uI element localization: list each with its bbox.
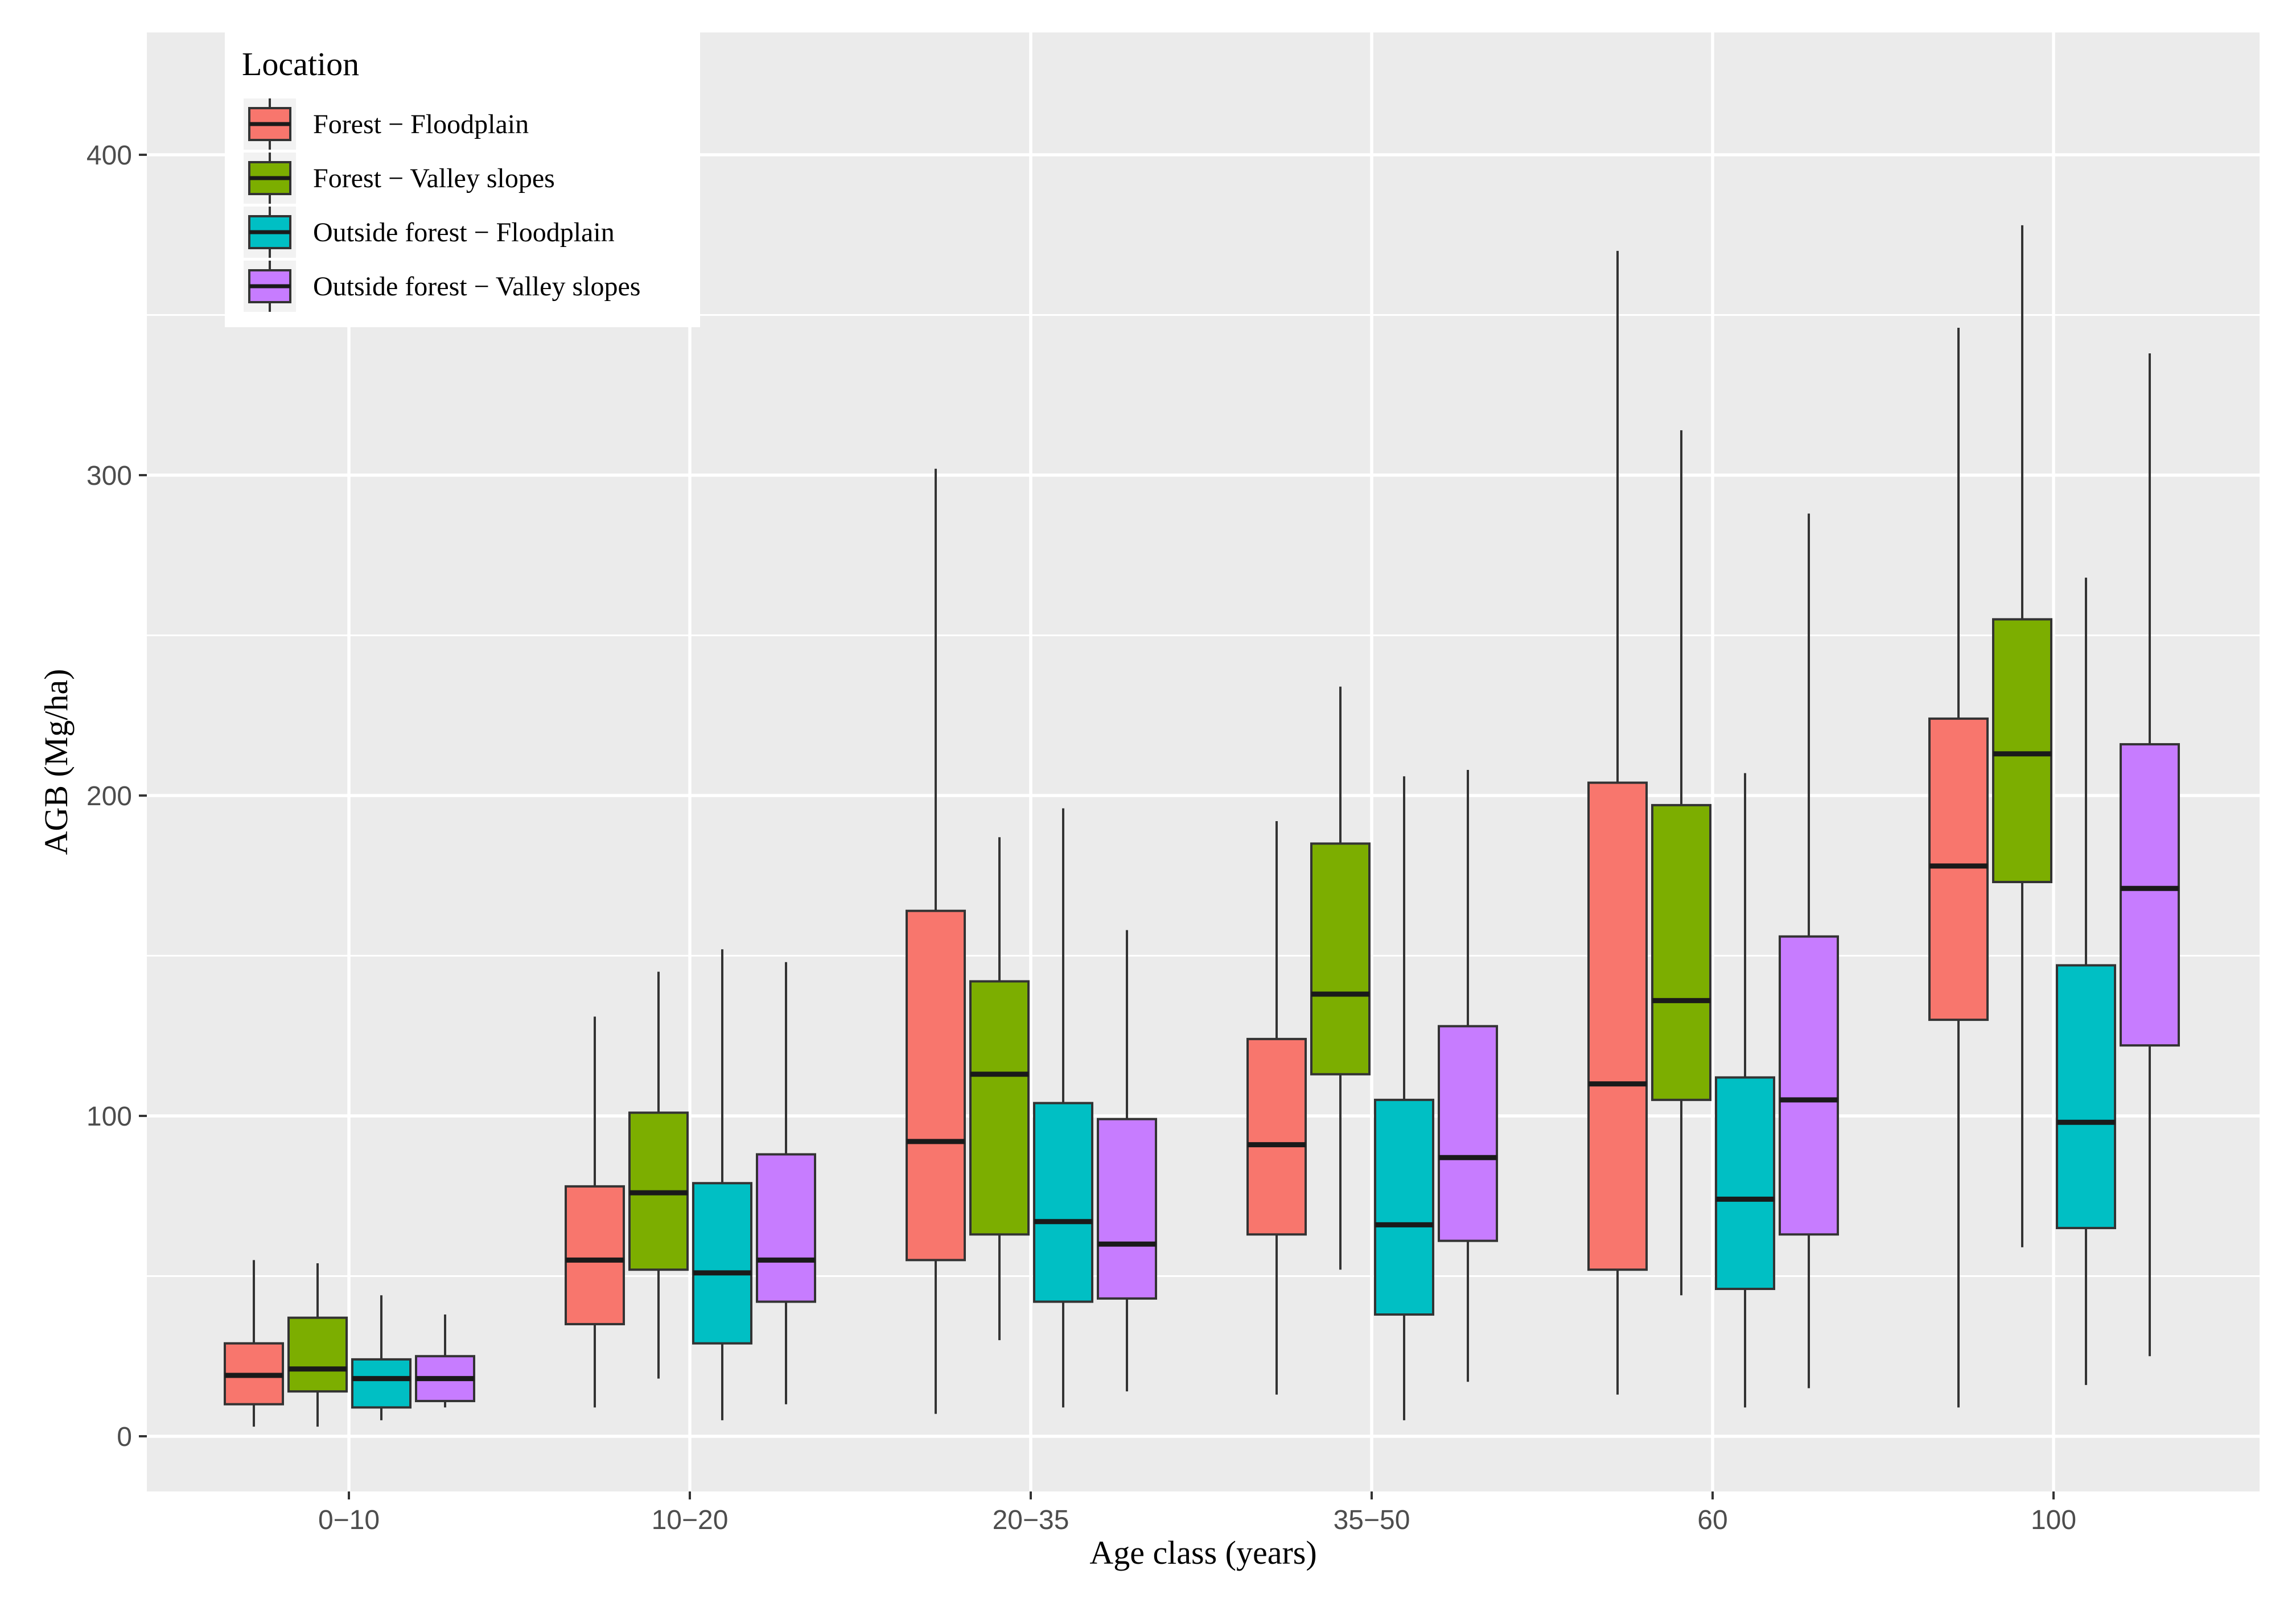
- box-body: [1587, 781, 1648, 1271]
- box-1-0: [287, 1263, 348, 1427]
- box-2-4: [1715, 773, 1775, 1408]
- box-body: [1438, 1025, 1498, 1242]
- legend-item: Forest − Valley slopes: [244, 153, 555, 204]
- y-axis-label: AGB (Mg/ha): [38, 669, 75, 855]
- box-0-3: [1246, 821, 1307, 1395]
- box-1-3: [1310, 686, 1371, 1270]
- y-tick-label: 100: [87, 1102, 132, 1132]
- box-3-2: [1097, 930, 1157, 1392]
- y-tick-label: 400: [87, 141, 132, 171]
- x-tick-label: 0−10: [318, 1505, 380, 1535]
- box-body: [351, 1358, 412, 1409]
- legend-title: Location: [242, 46, 359, 83]
- box-body: [1310, 842, 1371, 1075]
- legend-item: Outside forest − Valley slopes: [244, 261, 640, 312]
- box-3-3: [1438, 769, 1498, 1382]
- box-body: [1246, 1037, 1307, 1236]
- box-body: [692, 1182, 752, 1345]
- box-0-4: [1587, 250, 1648, 1395]
- legend-label: Forest − Floodplain: [313, 109, 529, 139]
- box-2-5: [2056, 578, 2116, 1385]
- box-0-2: [906, 468, 966, 1414]
- legend-label: Forest − Valley slopes: [313, 163, 555, 193]
- box-body: [287, 1316, 348, 1393]
- box-body: [1033, 1102, 1093, 1303]
- x-tick-label: 10−20: [652, 1505, 729, 1535]
- x-tick-label: 35−50: [1334, 1505, 1410, 1535]
- x-tick-label: 60: [1697, 1505, 1727, 1535]
- legend-item: Outside forest − Floodplain: [244, 207, 615, 258]
- box-3-5: [2120, 353, 2180, 1357]
- box-2-1: [692, 949, 752, 1420]
- y-tick-label: 0: [117, 1422, 132, 1452]
- box-body: [1715, 1076, 1775, 1291]
- legend-item: Forest − Floodplain: [244, 98, 529, 150]
- box-body: [906, 909, 966, 1262]
- box-1-4: [1651, 430, 1711, 1296]
- box-body: [1928, 717, 1989, 1021]
- box-0-0: [224, 1260, 284, 1427]
- box-3-0: [415, 1314, 475, 1408]
- box-body: [756, 1153, 816, 1303]
- legend-items: Forest − Floodplain Forest − Valley slope…: [244, 98, 640, 312]
- gridlines: [147, 32, 2260, 1491]
- box-body: [1097, 1118, 1157, 1300]
- box-2-0: [351, 1295, 412, 1420]
- box-0-1: [565, 1016, 625, 1408]
- y-tick-label: 300: [87, 461, 132, 491]
- box-3-4: [1779, 513, 1839, 1388]
- box-body: [1374, 1098, 1434, 1316]
- box-body: [2056, 964, 2116, 1230]
- box-3-1: [756, 962, 816, 1404]
- box-body: [565, 1185, 625, 1325]
- box-1-5: [1992, 225, 2052, 1247]
- legend-label: Outside forest − Floodplain: [313, 217, 615, 248]
- box-body: [1992, 618, 2052, 884]
- box-0-5: [1928, 328, 1989, 1408]
- x-tick-label: 100: [2031, 1505, 2076, 1535]
- y-tick-label: 200: [87, 781, 132, 811]
- x-axis: 0−10 10−20 20−35 35−50 60 100: [318, 1491, 2076, 1535]
- legend-background: [225, 31, 700, 327]
- legend-label: Outside forest − Valley slopes: [313, 271, 640, 302]
- x-tick-label: 20−35: [993, 1505, 1069, 1535]
- x-axis-label: Age class (years): [1089, 1534, 1316, 1571]
- box-body: [969, 980, 1030, 1236]
- legend: Location Forest − Floodplain Forest − Val…: [225, 31, 700, 327]
- box-body: [1779, 935, 1839, 1236]
- boxes-layer: [224, 225, 2180, 1427]
- box-1-1: [628, 971, 689, 1379]
- box-2-3: [1374, 776, 1434, 1420]
- y-axis: 0 100 200 300 400: [87, 141, 147, 1452]
- box-body: [1651, 803, 1711, 1101]
- box-1-2: [969, 837, 1030, 1341]
- box-2-2: [1033, 808, 1093, 1408]
- box-body: [2120, 743, 2180, 1047]
